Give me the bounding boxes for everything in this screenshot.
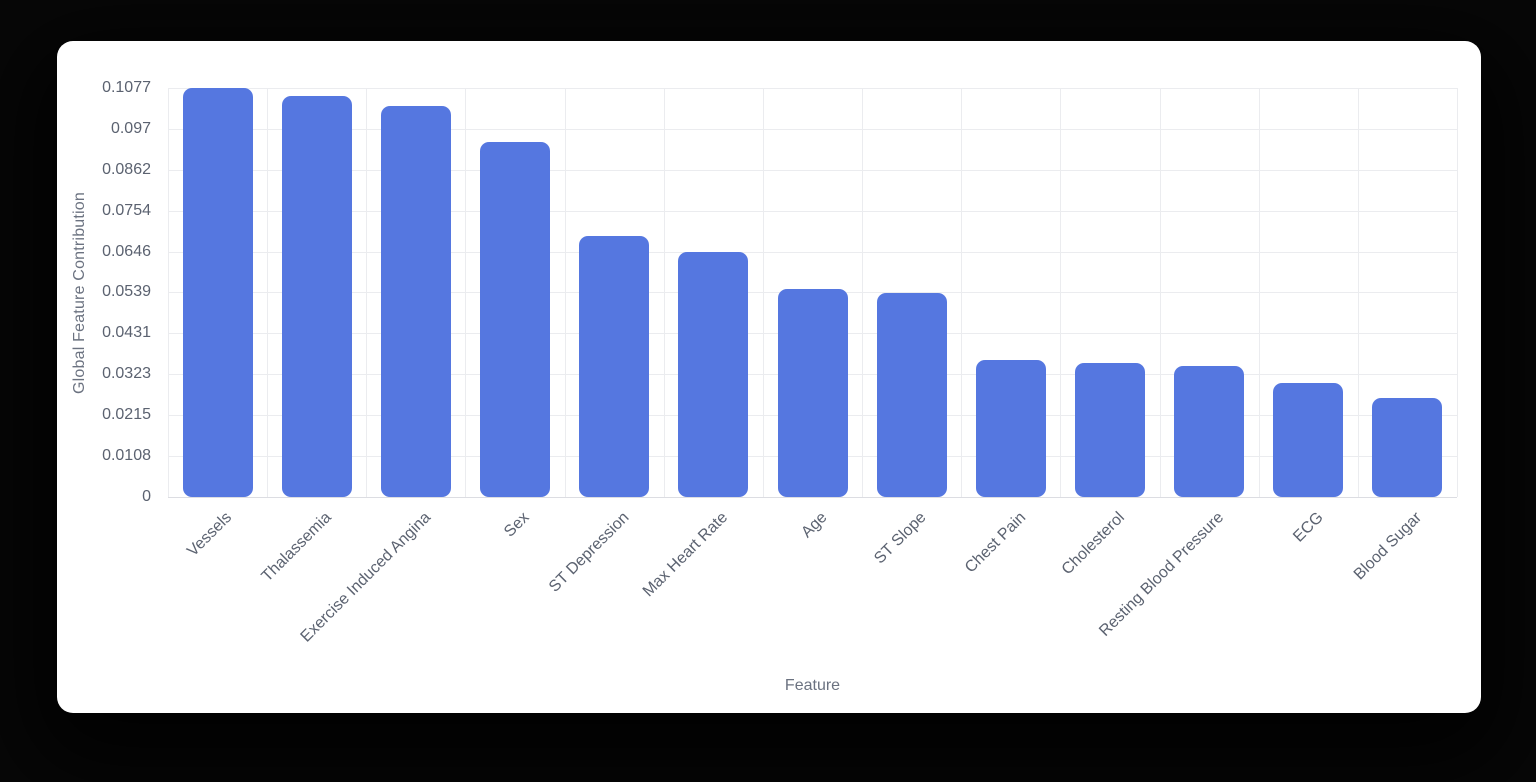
v-gridline [564,88,566,497]
y-tick-label: 0.1077 [102,79,151,96]
h-gridline [168,210,1457,212]
bar-st-slope[interactable] [876,293,947,497]
x-category-label-text: Max Heart Rate [640,509,732,601]
v-gridline [663,88,665,497]
y-tick-label: 0.097 [110,119,151,137]
x-category-label-text: ECG [1289,509,1327,546]
y-tick-label: 0.0215 [102,406,151,424]
bar-sex[interactable] [480,141,551,497]
bar-thalassemia[interactable] [281,95,352,497]
v-gridline [465,88,467,497]
bar-cholesterol[interactable] [1074,362,1145,497]
v-gridline [1357,88,1359,497]
x-category-label-text: Sex [501,509,534,541]
y-tick-label: 0.0431 [102,324,151,342]
bar-ecg[interactable] [1273,382,1344,497]
h-gridline [168,251,1457,253]
y-tick-label: 0.0108 [102,446,151,464]
x-category-label-text: ST Slope [871,509,930,568]
chart-card: Global Feature Contribution Feature 0 0.0… [57,41,1481,713]
x-category-label-text: ST Depression [545,509,633,596]
y-tick-label: 0.0539 [102,283,151,301]
x-category-label-text: Chest Pain [961,509,1029,577]
v-gridline [1159,88,1161,497]
bar-st-depression[interactable] [579,236,650,497]
v-gridline [168,88,169,497]
bar-age[interactable] [777,288,848,497]
x-axis-title: Feature [784,677,841,694]
h-gridline [168,169,1457,171]
bar-blood-sugar[interactable] [1372,397,1443,497]
v-gridline [862,88,864,497]
y-tick-label: 0.0754 [102,201,151,219]
v-gridline [1457,88,1458,497]
h-gridline [168,128,1457,130]
y-tick-label: 0.0646 [102,242,151,260]
x-category-label-text: Cholesterol [1058,509,1128,579]
x-category-label-text: Vessels [184,509,236,561]
y-tick-label: 0.0862 [102,160,151,178]
v-gridline [1258,88,1260,497]
bar-vessels[interactable] [182,88,253,497]
bar-chest-pain[interactable] [975,359,1046,497]
bar-resting-blood-pressure[interactable] [1174,365,1245,497]
x-category-label-text: Thalassemia [258,509,335,586]
y-tick-label: 0.0323 [102,365,151,383]
v-gridline [961,88,963,497]
bar-max-heart-rate[interactable] [678,251,749,497]
x-category-label-text: Blood Sugar [1351,509,1426,584]
v-gridline [762,88,764,497]
y-tick-label: 0 [142,488,151,505]
v-gridline [366,88,368,497]
bar-exercise-induced-angina[interactable] [380,106,451,497]
v-gridline [267,88,269,497]
plot-area [168,88,1458,498]
x-category-label-text: Age [798,509,831,542]
h-gridline [168,88,1457,89]
v-gridline [1060,88,1062,497]
